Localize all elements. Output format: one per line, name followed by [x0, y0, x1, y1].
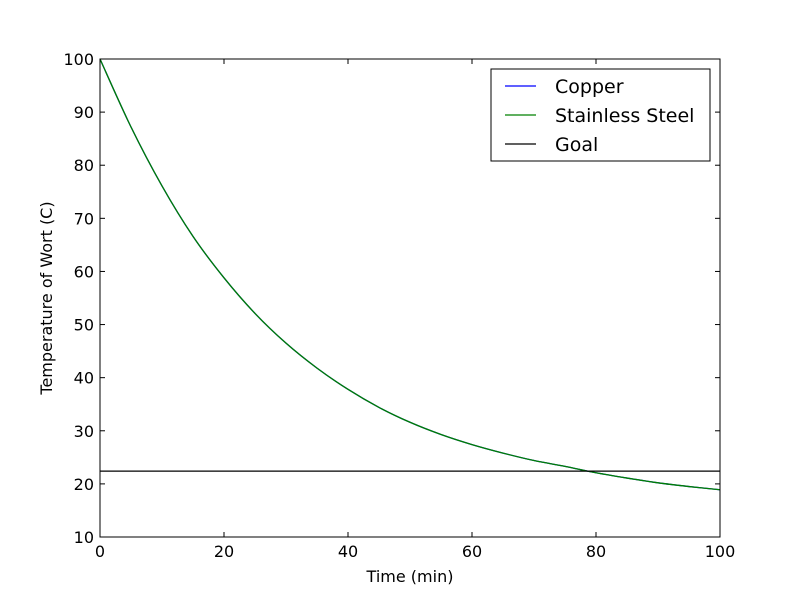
y-tick-label: 30 — [74, 422, 94, 441]
x-axis-label: Time (min) — [366, 567, 454, 586]
legend-label-copper: Copper — [555, 76, 624, 98]
x-tick-label: 80 — [586, 542, 606, 561]
legend-label-goal: Goal — [555, 134, 598, 156]
legend-label-stainless-steel: Stainless Steel — [555, 105, 694, 127]
y-axis-label: Temperature of Wort (C) — [37, 201, 56, 395]
y-tick-label: 10 — [74, 528, 94, 547]
x-tick-label: 100 — [705, 542, 736, 561]
legend: Copper Stainless Steel Goal — [490, 68, 711, 162]
x-tick-label: 40 — [338, 542, 358, 561]
x-tick-label: 60 — [462, 542, 482, 561]
y-tick-label: 40 — [74, 369, 94, 388]
plot-frame — [99, 58, 721, 538]
series-layer — [99, 58, 721, 491]
y-tick-label: 90 — [74, 103, 94, 122]
y-tick-label: 80 — [74, 156, 94, 175]
y-tick-label: 70 — [74, 209, 94, 228]
y-tick-label: 60 — [74, 262, 94, 281]
x-tick-label: 0 — [95, 542, 105, 561]
ticks-layer: 0 20 40 60 80 100 10 20 30 40 50 60 70 80 90 100 — [63, 50, 735, 561]
y-tick-label: 20 — [74, 475, 94, 494]
series-line-stainless-steel — [99, 58, 721, 491]
y-tick-label: 100 — [63, 50, 94, 69]
y-tick-label: 50 — [74, 316, 94, 335]
x-tick-label: 20 — [214, 542, 234, 561]
